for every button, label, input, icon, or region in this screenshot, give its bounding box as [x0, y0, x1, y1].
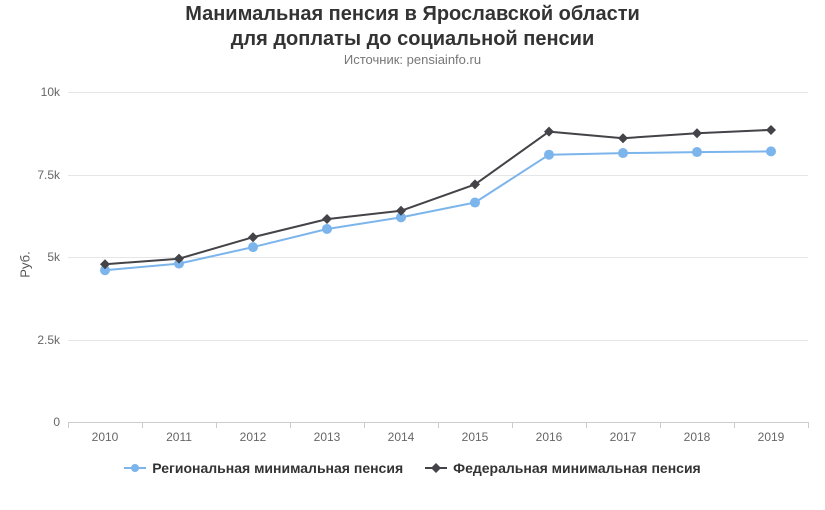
series-marker [618, 148, 628, 158]
legend-item[interactable]: Федеральная минимальная пенсия [425, 460, 701, 476]
x-tick-label: 2012 [240, 422, 267, 444]
x-tick-label: 2010 [92, 422, 119, 444]
chart-title: Манимальная пенсия в Ярославской области… [0, 0, 825, 52]
x-tick-label: 2011 [166, 422, 192, 444]
series-marker [322, 214, 332, 224]
series-marker [766, 125, 776, 135]
chart-subtitle: Источник: pensiainfo.ru [0, 52, 825, 67]
legend-swatch [124, 461, 146, 475]
series-marker [322, 224, 332, 234]
x-tick-label: 2013 [314, 422, 341, 444]
series-marker [618, 133, 628, 143]
x-tick-mark [660, 422, 661, 428]
series-marker [544, 150, 554, 160]
series-marker [692, 147, 702, 157]
series-line-0 [105, 151, 771, 270]
series-marker [470, 198, 480, 208]
x-tick-mark [364, 422, 365, 428]
y-tick-label: 7.5k [37, 168, 68, 182]
y-tick-label: 5k [47, 250, 68, 264]
series-marker [766, 146, 776, 156]
x-tick-mark [68, 422, 69, 428]
chart-title-line2: для доплаты до социальной пенсии [0, 27, 825, 52]
series-line-1 [105, 130, 771, 264]
plot-area: 02.5k5k7.5k10k 2010201120122013201420152… [68, 92, 808, 422]
x-tick-mark [586, 422, 587, 428]
x-tick-mark [512, 422, 513, 428]
y-axis-title: Руб. [18, 251, 33, 277]
legend-swatch [425, 461, 447, 475]
y-tick-label: 0 [53, 415, 68, 429]
x-tick-mark [438, 422, 439, 428]
series-marker [248, 242, 258, 252]
x-tick-label: 2019 [758, 422, 785, 444]
series-marker [692, 128, 702, 138]
series-marker [248, 232, 258, 242]
legend-label: Федеральная минимальная пенсия [453, 460, 701, 476]
x-tick-mark [216, 422, 217, 428]
x-tick-mark [142, 422, 143, 428]
legend-label: Региональная минимальная пенсия [152, 460, 403, 476]
y-tick-label: 2.5k [37, 333, 68, 347]
pension-chart: Манимальная пенсия в Ярославской области… [0, 0, 825, 510]
x-tick-label: 2016 [536, 422, 563, 444]
x-tick-mark [808, 422, 809, 428]
y-tick-label: 10k [41, 85, 68, 99]
x-tick-label: 2015 [462, 422, 489, 444]
x-tick-label: 2014 [388, 422, 415, 444]
x-tick-mark [290, 422, 291, 428]
x-tick-label: 2018 [684, 422, 711, 444]
legend-item[interactable]: Региональная минимальная пенсия [124, 460, 403, 476]
line-series-layer [68, 92, 808, 422]
chart-title-line1: Манимальная пенсия в Ярославской области [0, 2, 825, 27]
x-tick-label: 2017 [610, 422, 637, 444]
x-tick-mark [734, 422, 735, 428]
legend: Региональная минимальная пенсия Федеральн… [0, 460, 825, 476]
